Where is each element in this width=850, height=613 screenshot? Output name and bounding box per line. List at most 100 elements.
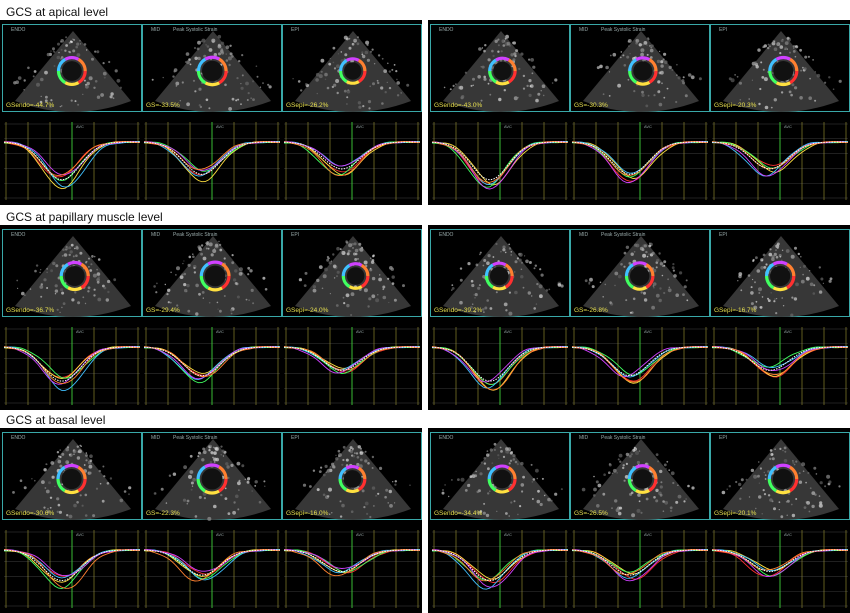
strain-curve-plot: AVC bbox=[710, 528, 850, 610]
strain-value: GS=-22.3% bbox=[146, 510, 180, 517]
svg-text:AVC: AVC bbox=[76, 532, 84, 537]
layer-label: ENDO bbox=[11, 27, 26, 33]
mid-sublabel: Peak Systolic Strain bbox=[601, 435, 646, 441]
strain-curve-plot: AVC bbox=[282, 120, 422, 202]
echo-image: ENDO GSendo=-34.4% bbox=[430, 432, 570, 520]
layer-label: ENDO bbox=[439, 232, 454, 238]
echo-image: MID Peak Systolic Strain GS=-22.3% bbox=[142, 432, 282, 521]
layer-label: EPI bbox=[291, 27, 300, 33]
layer-label: EPI bbox=[291, 232, 300, 238]
layer-label: MID bbox=[151, 27, 161, 33]
panel-left: ENDO GSendo=-30.6% AVC MID Peak Systolic Str… bbox=[0, 428, 422, 613]
panel-right: ENDO GSendo=-43.0% AVC MID Peak Systolic Str… bbox=[428, 20, 850, 205]
panel-left: ENDO GSendo=-36.7% AVC MID Peak Systolic Str… bbox=[0, 225, 422, 410]
strain-curve-plot: AVC bbox=[570, 325, 710, 407]
mid-sublabel: Peak Systolic Strain bbox=[601, 27, 646, 33]
panel-left: ENDO GSendo=-44.7% AVC MID Peak Systolic Str… bbox=[0, 20, 422, 205]
echo-image: ENDO GSendo=-36.7% bbox=[2, 229, 142, 317]
strain-curve-plot: AVC bbox=[142, 120, 282, 202]
strain-value: GSendo=-34.4% bbox=[434, 510, 483, 517]
layer-label: MID bbox=[579, 435, 589, 441]
svg-text:AVC: AVC bbox=[504, 329, 512, 334]
strain-value: GSendo=-43.0% bbox=[434, 102, 483, 109]
layer-label: EPI bbox=[291, 435, 300, 441]
strain-value: GSepi=-20.3% bbox=[714, 102, 757, 109]
echo-image: EPI GSepi=-16.7% bbox=[710, 229, 850, 317]
svg-text:AVC: AVC bbox=[76, 124, 84, 129]
echo-image: ENDO GSendo=-30.6% bbox=[2, 432, 142, 520]
svg-text:AVC: AVC bbox=[644, 532, 652, 537]
svg-text:AVC: AVC bbox=[216, 532, 224, 537]
echo-image: MID Peak Systolic Strain GS=-26.8% bbox=[570, 229, 710, 317]
strain-curve-plot: AVC bbox=[142, 325, 282, 407]
strain-curve-plot: AVC bbox=[710, 120, 850, 202]
layer-label: MID bbox=[151, 232, 161, 238]
svg-text:AVC: AVC bbox=[216, 124, 224, 129]
strain-value: GSepi=-16.7% bbox=[714, 307, 757, 314]
layer-label: ENDO bbox=[439, 435, 454, 441]
strain-value: GS=-26.5% bbox=[574, 510, 608, 517]
svg-text:AVC: AVC bbox=[356, 329, 364, 334]
svg-text:AVC: AVC bbox=[356, 124, 364, 129]
section-title: GCS at papillary muscle level bbox=[6, 210, 163, 224]
strain-curve-plot: AVC bbox=[2, 528, 142, 610]
svg-text:AVC: AVC bbox=[504, 124, 512, 129]
layer-label: EPI bbox=[719, 27, 728, 33]
svg-text:AVC: AVC bbox=[644, 329, 652, 334]
strain-value: GSepi=-16.0% bbox=[286, 510, 329, 517]
strain-value: GSendo=-39.2% bbox=[434, 307, 483, 314]
strain-curve-plot: AVC bbox=[430, 120, 570, 202]
svg-text:AVC: AVC bbox=[784, 124, 792, 129]
strain-curve-plot: AVC bbox=[2, 120, 142, 202]
strain-curve-plot: AVC bbox=[710, 325, 850, 407]
section-title: GCS at basal level bbox=[6, 413, 106, 427]
echo-image: ENDO GSendo=-39.2% bbox=[430, 229, 570, 317]
strain-curve-plot: AVC bbox=[430, 325, 570, 407]
layer-label: EPI bbox=[719, 232, 728, 238]
echo-image: EPI GSepi=-26.2% bbox=[282, 24, 422, 112]
echo-image: EPI GSepi=-20.3% bbox=[710, 24, 850, 112]
echo-image: MID Peak Systolic Strain GS=-33.5% bbox=[142, 24, 282, 112]
layer-label: MID bbox=[579, 232, 589, 238]
strain-curve-plot: AVC bbox=[570, 120, 710, 202]
svg-text:AVC: AVC bbox=[644, 124, 652, 129]
strain-curve-plot: AVC bbox=[570, 528, 710, 610]
svg-text:AVC: AVC bbox=[784, 532, 792, 537]
layer-label: ENDO bbox=[11, 435, 26, 441]
strain-value: GSendo=-44.7% bbox=[6, 102, 55, 109]
echo-image: EPI GSepi=-16.0% bbox=[282, 432, 422, 520]
layer-label: ENDO bbox=[11, 232, 26, 238]
svg-text:AVC: AVC bbox=[784, 329, 792, 334]
mid-sublabel: Peak Systolic Strain bbox=[173, 435, 218, 441]
mid-sublabel: Peak Systolic Strain bbox=[173, 27, 218, 33]
strain-value: GS=-29.4% bbox=[146, 307, 180, 314]
echo-image: EPI GSepi=-24.0% bbox=[282, 229, 422, 317]
layer-label: EPI bbox=[719, 435, 728, 441]
strain-curve-plot: AVC bbox=[282, 528, 422, 610]
strain-value: GS=-26.8% bbox=[574, 307, 608, 314]
strain-curve-plot: AVC bbox=[2, 325, 142, 407]
panel-right: ENDO GSendo=-39.2% AVC MID Peak Systolic Str… bbox=[428, 225, 850, 410]
svg-text:AVC: AVC bbox=[356, 532, 364, 537]
svg-text:AVC: AVC bbox=[504, 532, 512, 537]
strain-value: GSendo=-36.7% bbox=[6, 307, 55, 314]
strain-value: GSendo=-30.6% bbox=[6, 510, 55, 517]
mid-sublabel: Peak Systolic Strain bbox=[173, 232, 218, 238]
echo-image: ENDO GSendo=-44.7% bbox=[2, 24, 142, 112]
strain-curve-plot: AVC bbox=[430, 528, 570, 610]
mid-sublabel: Peak Systolic Strain bbox=[601, 232, 646, 238]
strain-value: GS=-30.3% bbox=[574, 102, 608, 109]
panel-right: ENDO GSendo=-34.4% AVC MID Peak Systolic Str… bbox=[428, 428, 850, 613]
strain-value: GSepi=-24.0% bbox=[286, 307, 329, 314]
layer-label: ENDO bbox=[439, 27, 454, 33]
strain-value: GSepi=-20.1% bbox=[714, 510, 757, 517]
strain-curve-plot: AVC bbox=[282, 325, 422, 407]
strain-curve-plot: AVC bbox=[142, 528, 282, 610]
section-title: GCS at apical level bbox=[6, 5, 109, 19]
layer-label: MID bbox=[151, 435, 161, 441]
echo-image: ENDO GSendo=-43.0% bbox=[430, 24, 570, 112]
strain-value: GSepi=-26.2% bbox=[286, 102, 329, 109]
echo-image: MID Peak Systolic Strain GS=-26.5% bbox=[570, 432, 710, 520]
echo-image: MID Peak Systolic Strain GS=-30.3% bbox=[570, 24, 710, 112]
strain-value: GS=-33.5% bbox=[146, 102, 180, 109]
